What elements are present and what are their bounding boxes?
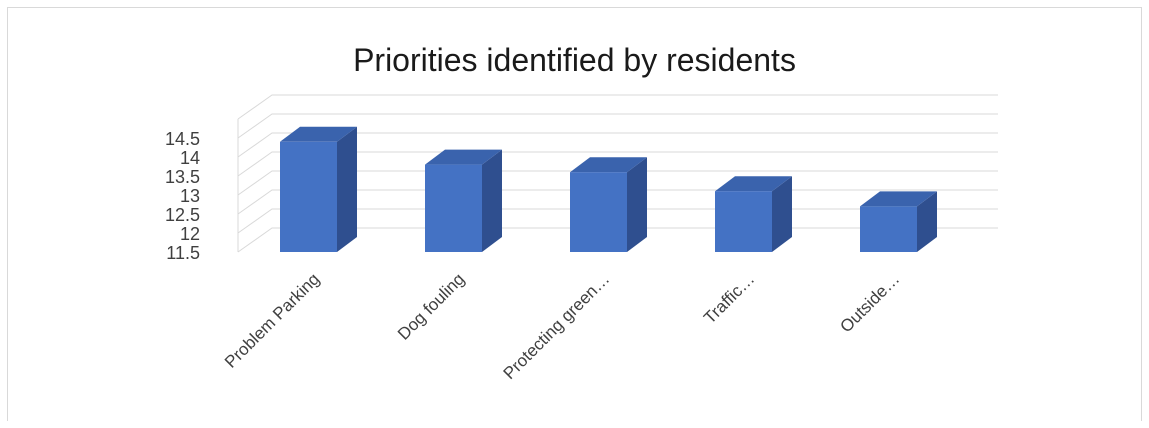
y-tick-label: 14: [180, 148, 200, 168]
bar-side: [917, 191, 937, 252]
chart-title: Priorities identified by residents: [353, 42, 796, 78]
bars: [280, 126, 937, 252]
bar-side: [627, 157, 647, 252]
grid-line: [237, 151, 998, 177]
y-tick-label: 12: [180, 224, 200, 244]
bar: [860, 206, 917, 252]
bar-top: [570, 157, 647, 173]
bar-side: [482, 149, 502, 252]
bar: [280, 141, 337, 252]
bar-side: [337, 126, 357, 252]
y-tick-label: 13.5: [165, 167, 200, 187]
bar-side: [772, 176, 792, 252]
grid-line: [237, 94, 998, 120]
bar: [570, 172, 627, 252]
bar: [425, 164, 482, 252]
y-tick-label: 11.5: [166, 243, 200, 263]
x-tick-label: Protecting green…: [500, 269, 614, 383]
x-tick-label: Problem Parking: [221, 269, 323, 371]
bar-top: [280, 126, 357, 142]
bar: [715, 191, 772, 252]
bar-top: [715, 176, 792, 192]
x-tick-label: Outside…: [836, 269, 903, 336]
x-axis-labels: Problem Parking Dog fouling Protecting gre…: [221, 269, 903, 383]
x-tick-label: Dog fouling: [394, 269, 468, 343]
grid-line: [237, 132, 998, 158]
grid-line: [237, 170, 998, 196]
bar-top: [860, 191, 937, 207]
y-tick-label: 12.5: [165, 205, 200, 225]
y-tick-label: 13: [180, 186, 200, 206]
grid-line: [237, 113, 998, 139]
y-tick-label: 14.5: [165, 129, 200, 149]
x-tick-label: Traffic…: [700, 269, 758, 327]
bar-top: [425, 149, 502, 165]
